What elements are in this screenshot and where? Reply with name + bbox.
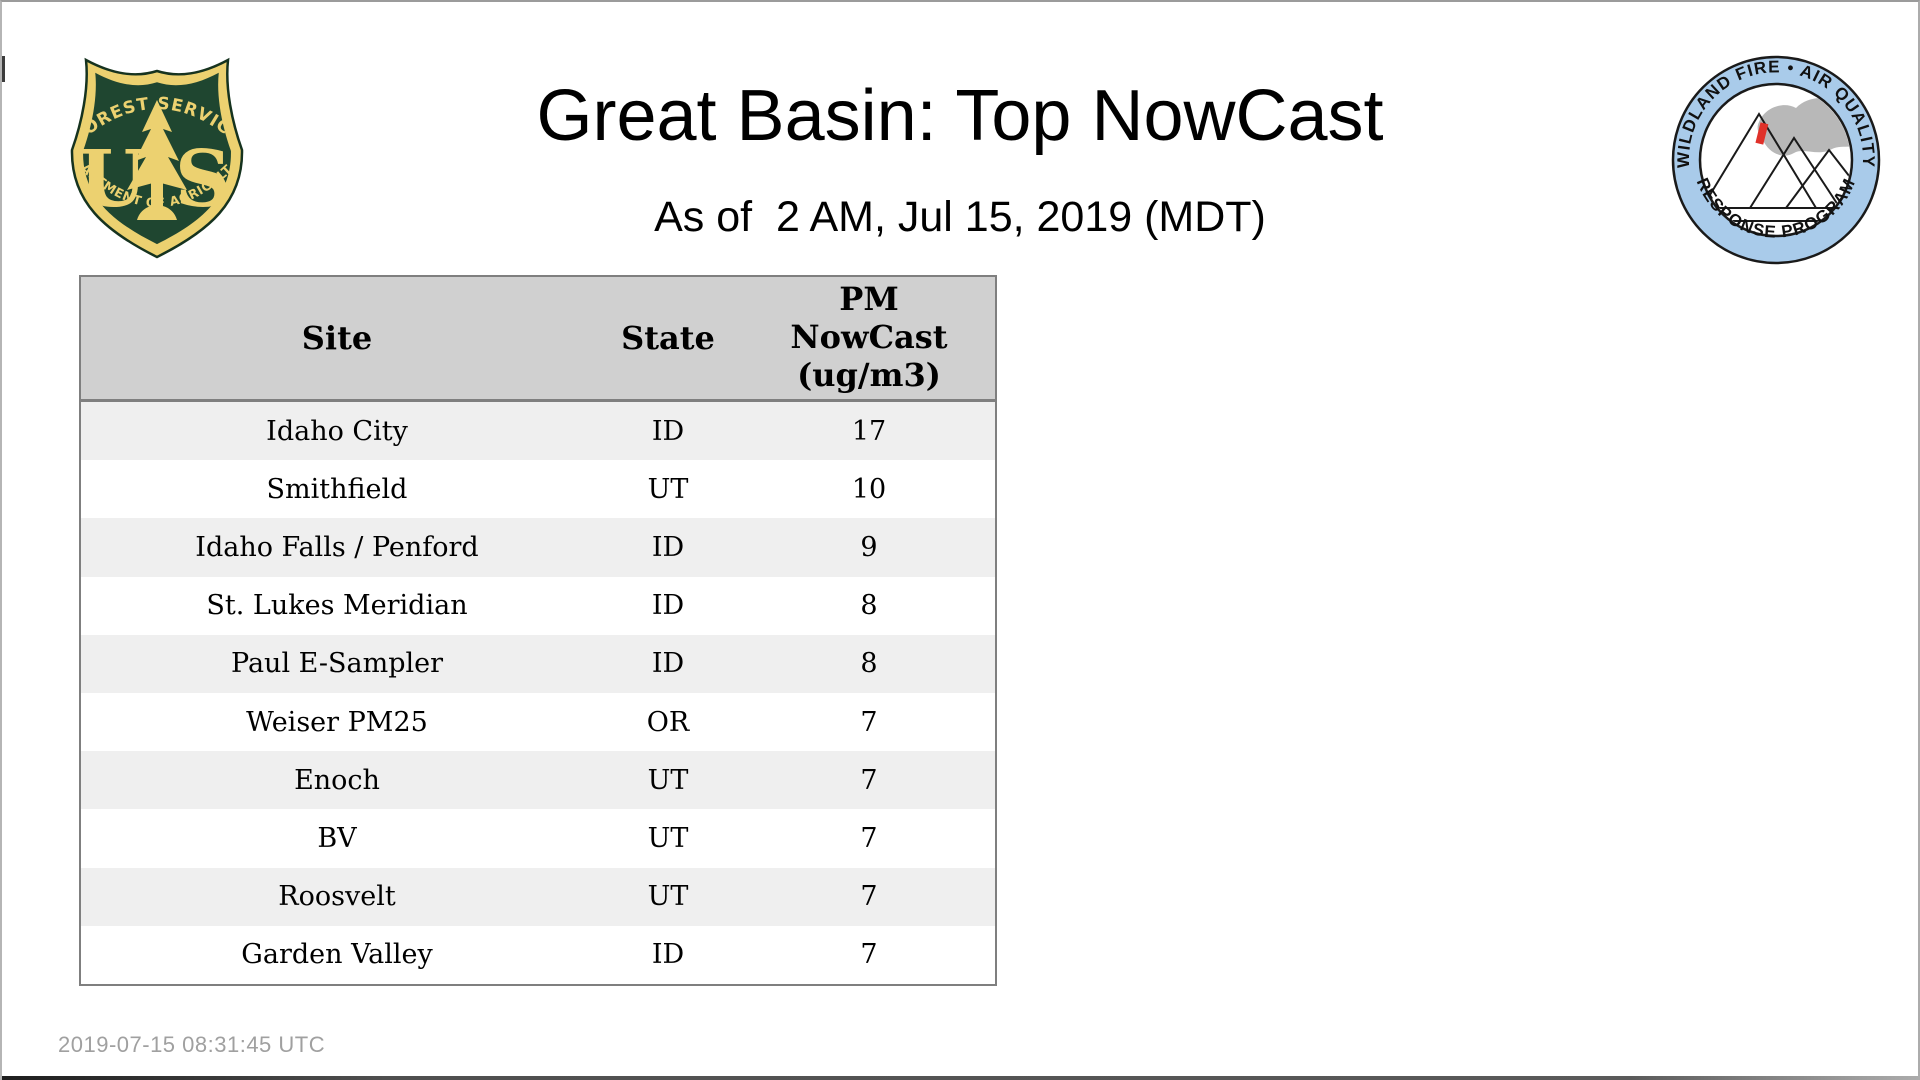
column-header-site: Site: [301, 319, 373, 357]
fire-mark: [1755, 122, 1769, 145]
page-subtitle: As of 2 AM, Jul 15, 2019 (MDT): [654, 193, 1266, 241]
cell-site: Paul E-Sampler: [231, 648, 443, 680]
table-row: Smithfield UT 10: [81, 460, 995, 519]
table-row: Enoch UT 7: [81, 751, 995, 810]
letter-s: S: [175, 134, 231, 225]
cell-site: Smithfield: [266, 473, 408, 505]
table-row: Garden Valley ID 7: [81, 925, 995, 984]
table-row: BV UT 7: [81, 809, 995, 868]
cell-site: Idaho Falls / Penford: [195, 531, 479, 563]
cell-pm-value: 10: [851, 473, 887, 505]
table-row: Idaho City ID 17: [81, 402, 995, 461]
cell-site: Enoch: [294, 764, 380, 796]
cell-site: Weiser PM25: [246, 706, 428, 738]
bottom-edge-bar: [2, 1076, 1918, 1080]
cell-state: ID: [651, 939, 685, 971]
cell-site: Idaho City: [266, 415, 408, 447]
cell-site: BV: [317, 822, 357, 854]
nowcast-table: Site State PM NowCast (ug/m3) Idaho City…: [79, 275, 997, 986]
column-header-pm-nowcast-label: PM NowCast (ug/m3): [790, 280, 948, 394]
cell-pm-value: 9: [860, 531, 878, 563]
cell-site: St. Lukes Meridian: [206, 590, 468, 622]
wfaqrp-logo: WILDLAND FIRE • AIR QUALITY RESPONSE PRO…: [1671, 55, 1881, 265]
cell-state: UT: [647, 764, 689, 796]
cell-state: UT: [647, 473, 689, 505]
cell-state: ID: [651, 415, 685, 447]
cell-state: ID: [651, 531, 685, 563]
cell-pm-value: 7: [860, 939, 878, 971]
cell-pm-value: 7: [860, 822, 878, 854]
table-body: Idaho City ID 17 Smithfield UT 10 Idaho …: [81, 402, 995, 984]
pine-tree-icon: [127, 100, 187, 220]
cell-site: Roosvelt: [278, 881, 396, 913]
cell-state: OR: [646, 706, 690, 738]
forest-service-logo: FOREST SERVICE U S DEPARTMENT OF AGRICUL…: [54, 54, 244, 259]
table-header-row: Site State PM NowCast (ug/m3): [81, 277, 995, 402]
cell-pm-value: 17: [851, 415, 887, 447]
cell-state: ID: [651, 590, 685, 622]
table-row: Idaho Falls / Penford ID 9: [81, 518, 995, 577]
column-header-pm-nowcast: PM NowCast (ug/m3): [743, 277, 995, 399]
cell-state: UT: [647, 822, 689, 854]
cell-pm-value: 8: [860, 648, 878, 680]
table-row: St. Lukes Meridian ID 8: [81, 576, 995, 635]
table-row: Paul E-Sampler ID 8: [81, 634, 995, 693]
cell-state: ID: [651, 648, 685, 680]
column-header-state: State: [621, 319, 715, 357]
cell-site: Garden Valley: [241, 939, 433, 971]
page-title: Great Basin: Top NowCast: [536, 76, 1384, 156]
left-edge-artifact: [2, 56, 5, 82]
generated-timestamp: 2019-07-15 08:31:45 UTC: [58, 1032, 326, 1057]
cell-pm-value: 7: [860, 881, 878, 913]
cell-state: UT: [647, 881, 689, 913]
table-row: Roosvelt UT 7: [81, 867, 995, 926]
cell-pm-value: 7: [860, 706, 878, 738]
table-row: Weiser PM25 OR 7: [81, 692, 995, 752]
cell-pm-value: 8: [860, 590, 878, 622]
cell-pm-value: 7: [860, 764, 878, 796]
